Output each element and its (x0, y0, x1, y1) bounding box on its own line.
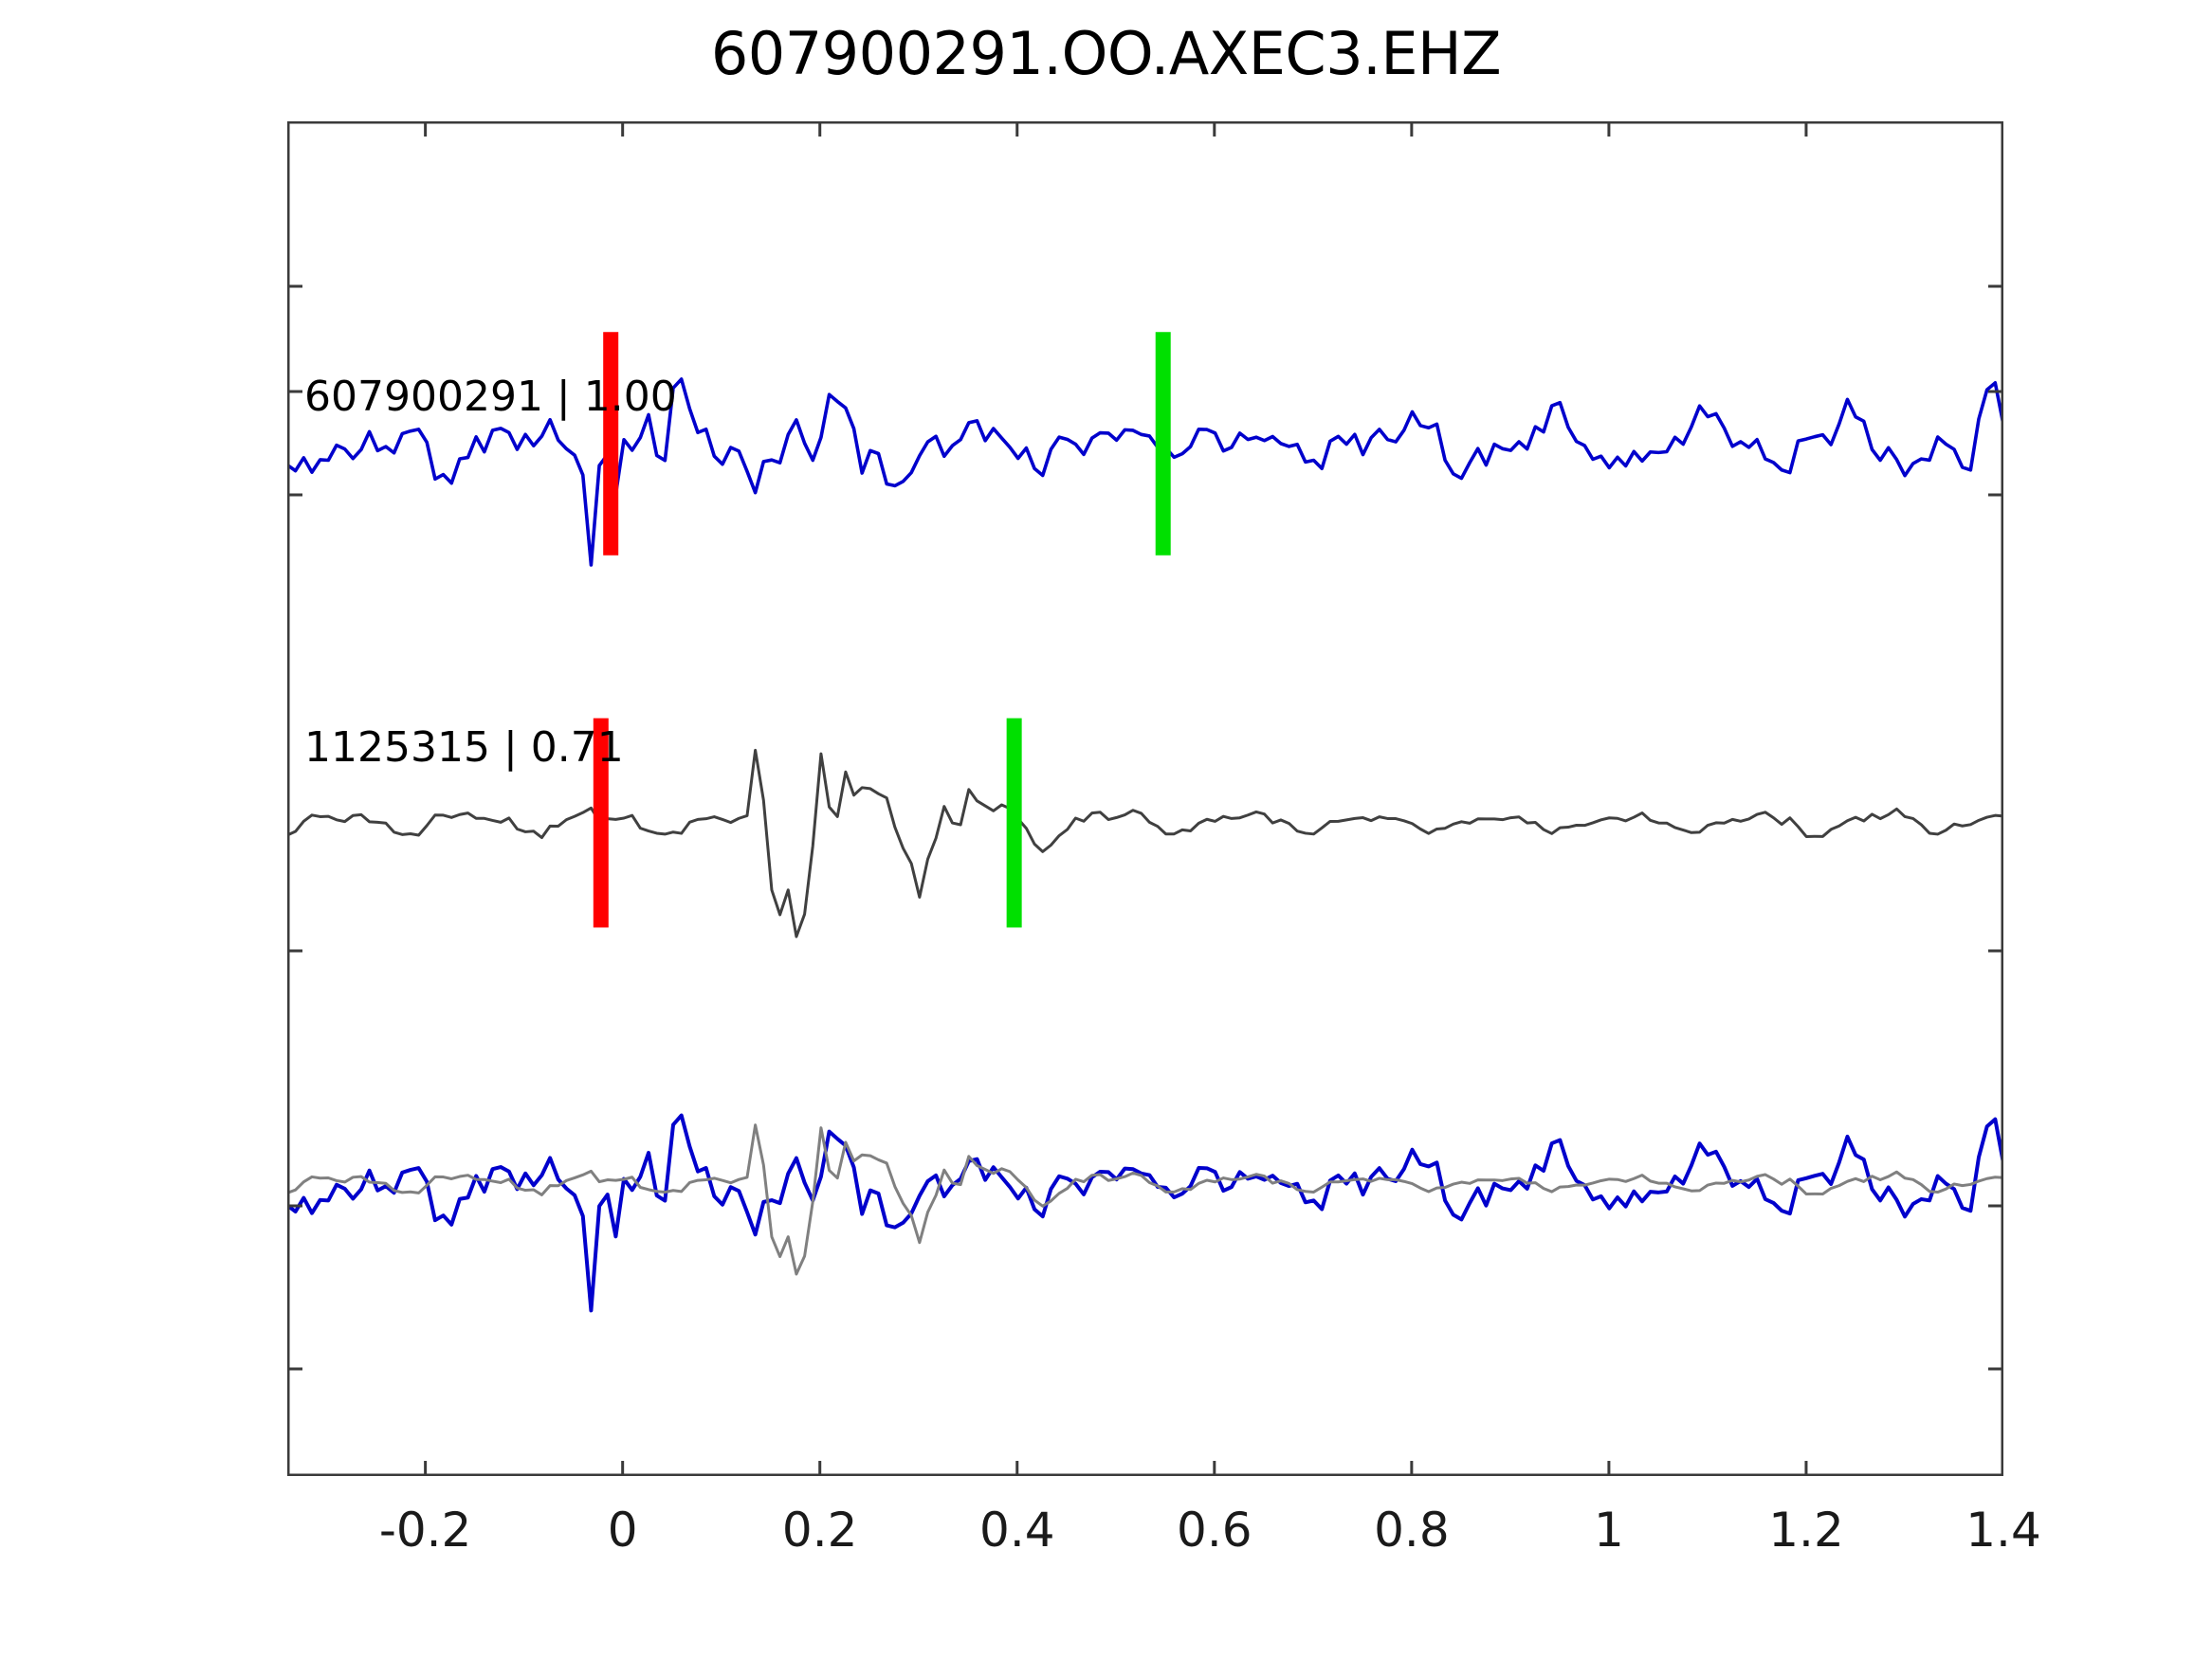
trace-label-secondary: 1125315 | 0.71 (304, 723, 624, 772)
waveform-canvas (287, 121, 2003, 1476)
x-tick-label: 0.6 (1177, 1503, 1252, 1558)
overlay-trace-1125315 (287, 1123, 2003, 1276)
marker-pick-s-panel1 (1155, 332, 1171, 556)
waveform-traces (287, 377, 2003, 1313)
marker-pick-p-panel2 (593, 718, 609, 928)
x-tick-label: 0.4 (979, 1503, 1055, 1558)
marker-pick-p-panel1 (603, 332, 619, 556)
x-axis-tick-labels: -0.2 0 0.2 0.4 0.6 0.8 1 1.2 1.4 (287, 1503, 2041, 1569)
axis-tickmarks (287, 121, 2003, 1476)
x-tick-label: 0.8 (1374, 1503, 1450, 1558)
x-tick-label: -0.2 (378, 1503, 472, 1558)
x-tick-label: 0 (607, 1503, 638, 1558)
axes-frame (287, 121, 2003, 1476)
x-tick-label: 1.4 (1965, 1503, 2041, 1558)
waveform-trace-607900291 (287, 377, 2003, 567)
page-title: 607900291.OO.AXEC3.EHZ (710, 19, 1502, 88)
x-tick-label: 0.2 (781, 1503, 858, 1558)
waveform-trace-1125315 (287, 748, 2003, 939)
x-tick-label: 1 (1593, 1503, 1624, 1558)
plot-axes: 607900291 | 1.00 1125315 | 0.71 (287, 121, 2003, 1476)
pick-markers (593, 332, 1171, 928)
overlay-trace-607900291 (287, 1113, 2003, 1313)
marker-pick-s-panel2 (1006, 718, 1022, 928)
trace-label-primary: 607900291 | 1.00 (304, 373, 677, 421)
x-tick-label: 1.2 (1768, 1503, 1844, 1558)
